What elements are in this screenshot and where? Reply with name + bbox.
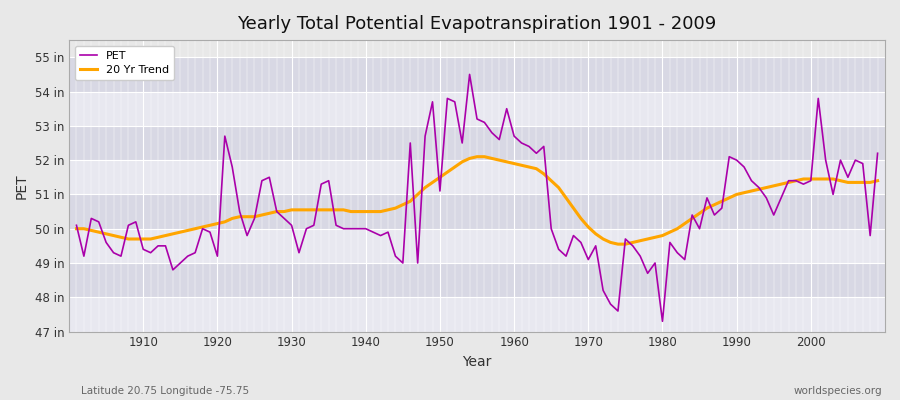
- PET: [293, 250, 304, 255]
- PET: [338, 226, 349, 231]
- Title: Yearly Total Potential Evapotranspiration 1901 - 2009: Yearly Total Potential Evapotranspiratio…: [238, 15, 716, 33]
- PET: [516, 140, 526, 145]
- 20 Yr Trend: [130, 236, 141, 241]
- 20 Yr Trend: [613, 242, 624, 246]
- Bar: [69, 297, 885, 332]
- Bar: [69, 126, 885, 160]
- PET: [71, 223, 82, 228]
- Text: Latitude 20.75 Longitude -75.75: Latitude 20.75 Longitude -75.75: [81, 386, 249, 396]
- Y-axis label: PET: PET: [15, 173, 29, 199]
- PET: [464, 72, 475, 77]
- 20 Yr Trend: [472, 154, 482, 159]
- Line: 20 Yr Trend: 20 Yr Trend: [76, 157, 878, 244]
- 20 Yr Trend: [605, 240, 616, 245]
- Bar: [69, 263, 885, 297]
- Bar: [69, 160, 885, 194]
- Line: PET: PET: [76, 74, 878, 321]
- Text: worldspecies.org: worldspecies.org: [794, 386, 882, 396]
- PET: [872, 151, 883, 156]
- PET: [605, 302, 616, 306]
- PET: [657, 319, 668, 324]
- Bar: [69, 57, 885, 92]
- Bar: [69, 229, 885, 263]
- 20 Yr Trend: [293, 208, 304, 212]
- 20 Yr Trend: [516, 163, 526, 168]
- 20 Yr Trend: [71, 226, 82, 231]
- PET: [130, 220, 141, 224]
- Bar: [69, 194, 885, 229]
- Bar: [69, 92, 885, 126]
- PET: [508, 134, 519, 138]
- 20 Yr Trend: [508, 161, 519, 166]
- X-axis label: Year: Year: [463, 355, 491, 369]
- 20 Yr Trend: [872, 178, 883, 183]
- Legend: PET, 20 Yr Trend: PET, 20 Yr Trend: [75, 46, 175, 80]
- 20 Yr Trend: [338, 208, 349, 212]
